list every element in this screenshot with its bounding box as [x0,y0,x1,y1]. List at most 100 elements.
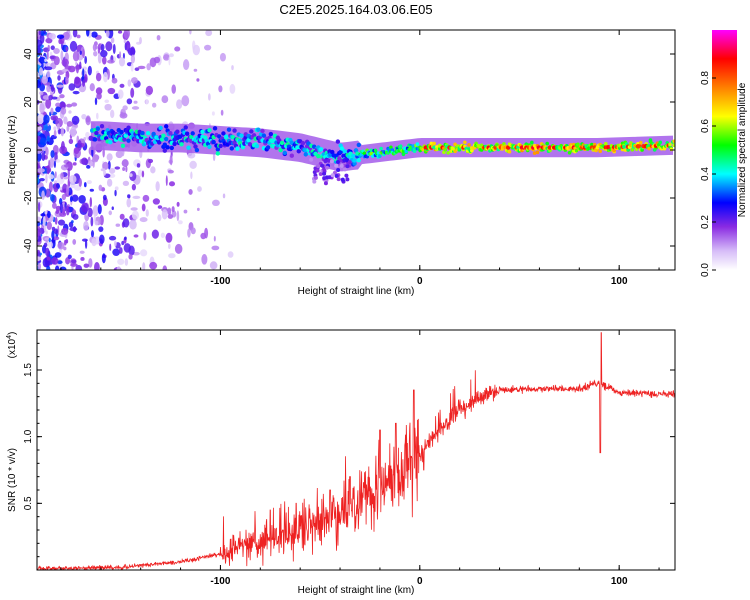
spectrogram-xtick-label: -100 [210,276,230,287]
snr-ytick-label: 0.5 [23,496,34,510]
spectrogram-noise-blob [104,99,110,104]
snr-xtick-label: 0 [417,576,423,587]
spectrogram-ridge-point [507,149,512,154]
spectrogram-noise-blob [162,265,168,270]
spectrogram-noise-blob [79,50,82,55]
spectrogram-noise-blob [80,257,85,261]
spectrogram-noise-blob [78,195,86,204]
spectrogram-noise-blob [48,33,56,40]
spectrogram-noise-blob [37,71,40,80]
spectrogram-noise-blob [128,253,133,260]
spectrogram-noise-blob [54,171,57,179]
spectrogram-ridge-point [140,130,145,136]
spectrogram-noise-blob [71,259,77,264]
spectrogram-noise-blob [59,101,66,110]
colorbar-label: Normalized spectral amplitude [737,82,748,217]
spectrogram-tail-point [347,160,352,165]
spectrogram-ridge-point [622,145,626,149]
spectrogram-ridge-point [189,134,194,140]
spectrogram-ridge-point [648,138,653,142]
spectrogram-ridge-point [246,137,251,143]
spectrogram-noise-blob [37,113,44,125]
spectrogram-ridge-point [235,146,240,151]
spectrogram-noise-blob [188,189,193,195]
spectrogram-ridge-point [256,127,261,132]
spectrogram-ridge-point [376,151,381,155]
spectrogram-ridge-point [212,126,218,131]
spectrogram-tail-point [340,177,345,182]
spectrogram-noise-blob [52,202,57,209]
spectrogram-noise-blob [68,138,74,145]
spectrogram-noise-blob [122,52,125,60]
spectrogram-ridge-point [300,140,306,146]
spectrogram-tail-point [345,177,350,182]
spectrogram-ridge-point [318,147,324,152]
spectrogram-ridge-point [289,153,295,158]
spectrogram-noise-blob [102,161,109,170]
spectrogram-noise-blob [116,266,121,270]
spectrogram-noise-blob [130,62,134,72]
spectrogram-ridge-point [92,137,98,142]
spectrogram-noise-blob [122,166,126,171]
spectrogram-noise-blob [152,102,157,108]
spectrogram-noise-blob [114,189,117,197]
spectrogram-ridge-point [532,151,537,155]
spectrogram-tail-point [325,165,330,170]
spectrogram-ridge-point [571,142,576,147]
spectrogram-ridge-point [623,148,628,152]
spectrogram-noise-blob [48,174,55,180]
spectrogram-noise-blob [87,65,92,76]
spectrogram-noise-blob [122,180,130,186]
spectrogram-ridge-point [339,146,345,151]
spectrogram-noise-blob [108,235,117,241]
spectrogram-noise-blob [211,245,220,251]
spectrogram-noise-blob [38,30,42,36]
spectrogram-noise-blob [165,175,168,187]
spectrogram-ridge-point [94,130,99,136]
spectrogram-noise-blob [48,237,51,243]
spectrogram-noise-blob [91,31,98,38]
spectrogram-ytick-label: -20 [23,190,34,205]
spectrogram-noise-blob [55,205,61,211]
spectrogram-ytick-label: -40 [23,238,34,253]
spectrogram-ridge-point [463,140,467,145]
spectrogram-ridge-point [401,152,406,157]
spectrogram-noise-blob [109,243,112,251]
spectrogram-ridge-point [647,146,651,151]
spectrogram-noise-blob [130,87,135,98]
spectrogram-ridge-point [108,139,113,145]
spectrogram-noise-blob [72,50,80,62]
spectrogram-tail-point [335,159,340,164]
spectrogram-noise-blob [65,76,69,84]
spectrogram-noise-blob [119,51,122,59]
spectrogram-noise-blob [109,168,116,174]
colorbar-gradient [712,30,737,270]
spectrogram-noise-blob [111,77,118,84]
spectrogram-noise-blob [59,202,63,214]
spectrogram-ridge-point [598,149,603,154]
spectrogram-ridge-point [215,151,221,156]
spectrogram-noise-blob [75,61,78,66]
spectrogram-noise-blob [46,265,51,270]
snr-ytick-label: 1.0 [23,429,34,443]
spectrogram-noise-blob [161,209,168,220]
spectrogram-noise-blob [43,114,50,124]
spectrogram-noise-blob [187,228,191,238]
spectrogram-noise-blob [204,227,209,239]
spectrogram-noise-blob [114,186,119,191]
colorbar-tick-label: 0.2 [700,215,711,229]
spectrogram-noise-blob [46,165,50,175]
spectrogram-noise-blob [122,105,128,111]
spectrogram-noise-blob [161,95,169,104]
spectrogram-ridge-point [604,141,608,146]
spectrogram-ridge-point [168,130,173,136]
spectrogram-noise-blob [115,223,121,227]
spectrogram-noise-blob [56,84,65,88]
spectrogram-ridge-point [352,158,357,163]
spectrogram-noise-blob [89,83,95,92]
spectrogram-noise-blob [71,194,79,202]
spectrogram-ridge-point [126,125,131,130]
spectrogram-ridge-point [467,143,471,147]
spectrogram-noise-blob [38,67,44,76]
spectrogram-noise-blob [55,102,61,108]
